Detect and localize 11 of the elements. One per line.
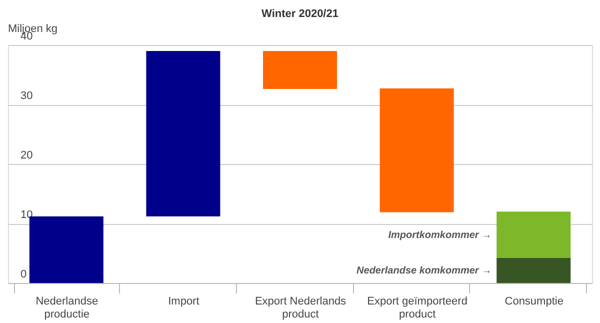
annotation: Importkomkommer → bbox=[388, 230, 492, 241]
chart-title: Winter 2020/21 bbox=[262, 8, 338, 20]
x-tick-label: Export Nederlands product bbox=[254, 296, 347, 320]
y-tick-label: 20 bbox=[20, 150, 33, 162]
x-tick-label: Consumptie bbox=[504, 296, 564, 308]
x-tick-label: Import bbox=[168, 296, 200, 308]
y-tick-label: 30 bbox=[20, 90, 33, 102]
x-tick-label: Nederlandse productie bbox=[36, 296, 98, 320]
x-tick-label: Export geïmporteerd product bbox=[367, 296, 468, 320]
y-tick-label: 0 bbox=[20, 268, 27, 280]
annotation: Nederlandse komkommer → bbox=[356, 266, 492, 277]
